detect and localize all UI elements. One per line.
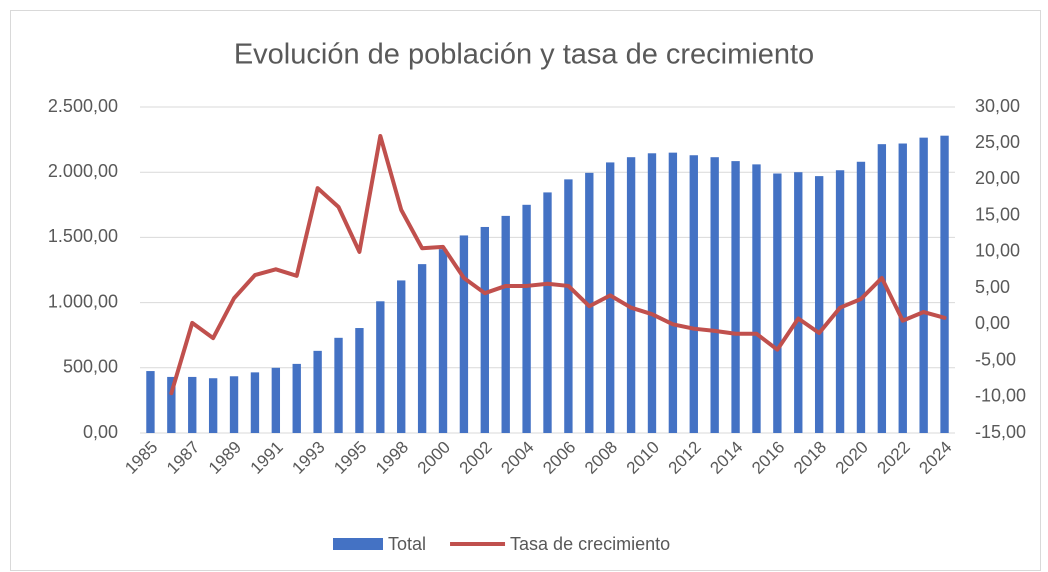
legend-swatch xyxy=(333,538,383,550)
bar xyxy=(773,173,782,433)
bar xyxy=(710,157,719,434)
y-tick-label: 0,00 xyxy=(83,422,118,442)
bar xyxy=(835,170,845,433)
bar xyxy=(417,264,427,433)
bar xyxy=(814,176,824,433)
y2-tick-label: -15,00 xyxy=(975,422,1026,442)
bar xyxy=(898,143,907,433)
y2-tick-label: 15,00 xyxy=(975,204,1020,224)
y2-tick-label: 30,00 xyxy=(975,96,1020,116)
y2-tick-label: 25,00 xyxy=(975,132,1020,152)
legend-label: Total xyxy=(388,534,426,554)
bar xyxy=(877,144,887,433)
y-tick-label: 2.000,00 xyxy=(48,161,118,181)
chart-title: Evolución de población y tasa de crecimi… xyxy=(234,39,814,71)
bar xyxy=(208,378,218,433)
bar xyxy=(731,161,740,433)
bar xyxy=(250,372,260,433)
bar xyxy=(647,153,657,434)
y-tick-label: 1.500,00 xyxy=(48,226,118,246)
y2-tick-label: 20,00 xyxy=(975,168,1020,188)
bar xyxy=(794,172,803,433)
bar xyxy=(376,301,385,433)
bar xyxy=(313,350,322,433)
bar xyxy=(167,376,176,433)
bar xyxy=(689,155,698,434)
y2-tick-label: -5,00 xyxy=(975,349,1016,369)
y2-tick-label: -10,00 xyxy=(975,386,1026,406)
bar xyxy=(355,328,364,433)
bar xyxy=(543,192,552,433)
bar xyxy=(940,135,949,434)
bar xyxy=(334,337,343,433)
y2-tick-label: 5,00 xyxy=(975,277,1010,297)
bar xyxy=(271,367,281,433)
bar xyxy=(229,376,239,433)
bar xyxy=(397,280,406,433)
bar xyxy=(606,162,615,434)
y-tick-label: 2.500,00 xyxy=(48,96,118,116)
bar xyxy=(146,371,155,433)
bar xyxy=(626,157,636,434)
bar xyxy=(668,152,678,433)
y2-tick-label: 0,00 xyxy=(975,313,1010,333)
bar xyxy=(501,215,510,433)
bar xyxy=(459,235,469,433)
bar xyxy=(585,172,594,434)
bar xyxy=(292,363,301,433)
y-tick-label: 1.000,00 xyxy=(48,291,118,311)
line xyxy=(169,133,947,396)
bar xyxy=(438,249,448,433)
y2-tick-label: 10,00 xyxy=(975,241,1020,261)
bar xyxy=(522,204,531,433)
bar xyxy=(480,226,489,433)
bar xyxy=(919,137,928,434)
legend-label: Tasa de crecimiento xyxy=(510,534,670,554)
bar xyxy=(188,376,197,433)
bar xyxy=(564,179,573,433)
y-tick-label: 500,00 xyxy=(63,357,118,377)
bar xyxy=(752,164,761,433)
